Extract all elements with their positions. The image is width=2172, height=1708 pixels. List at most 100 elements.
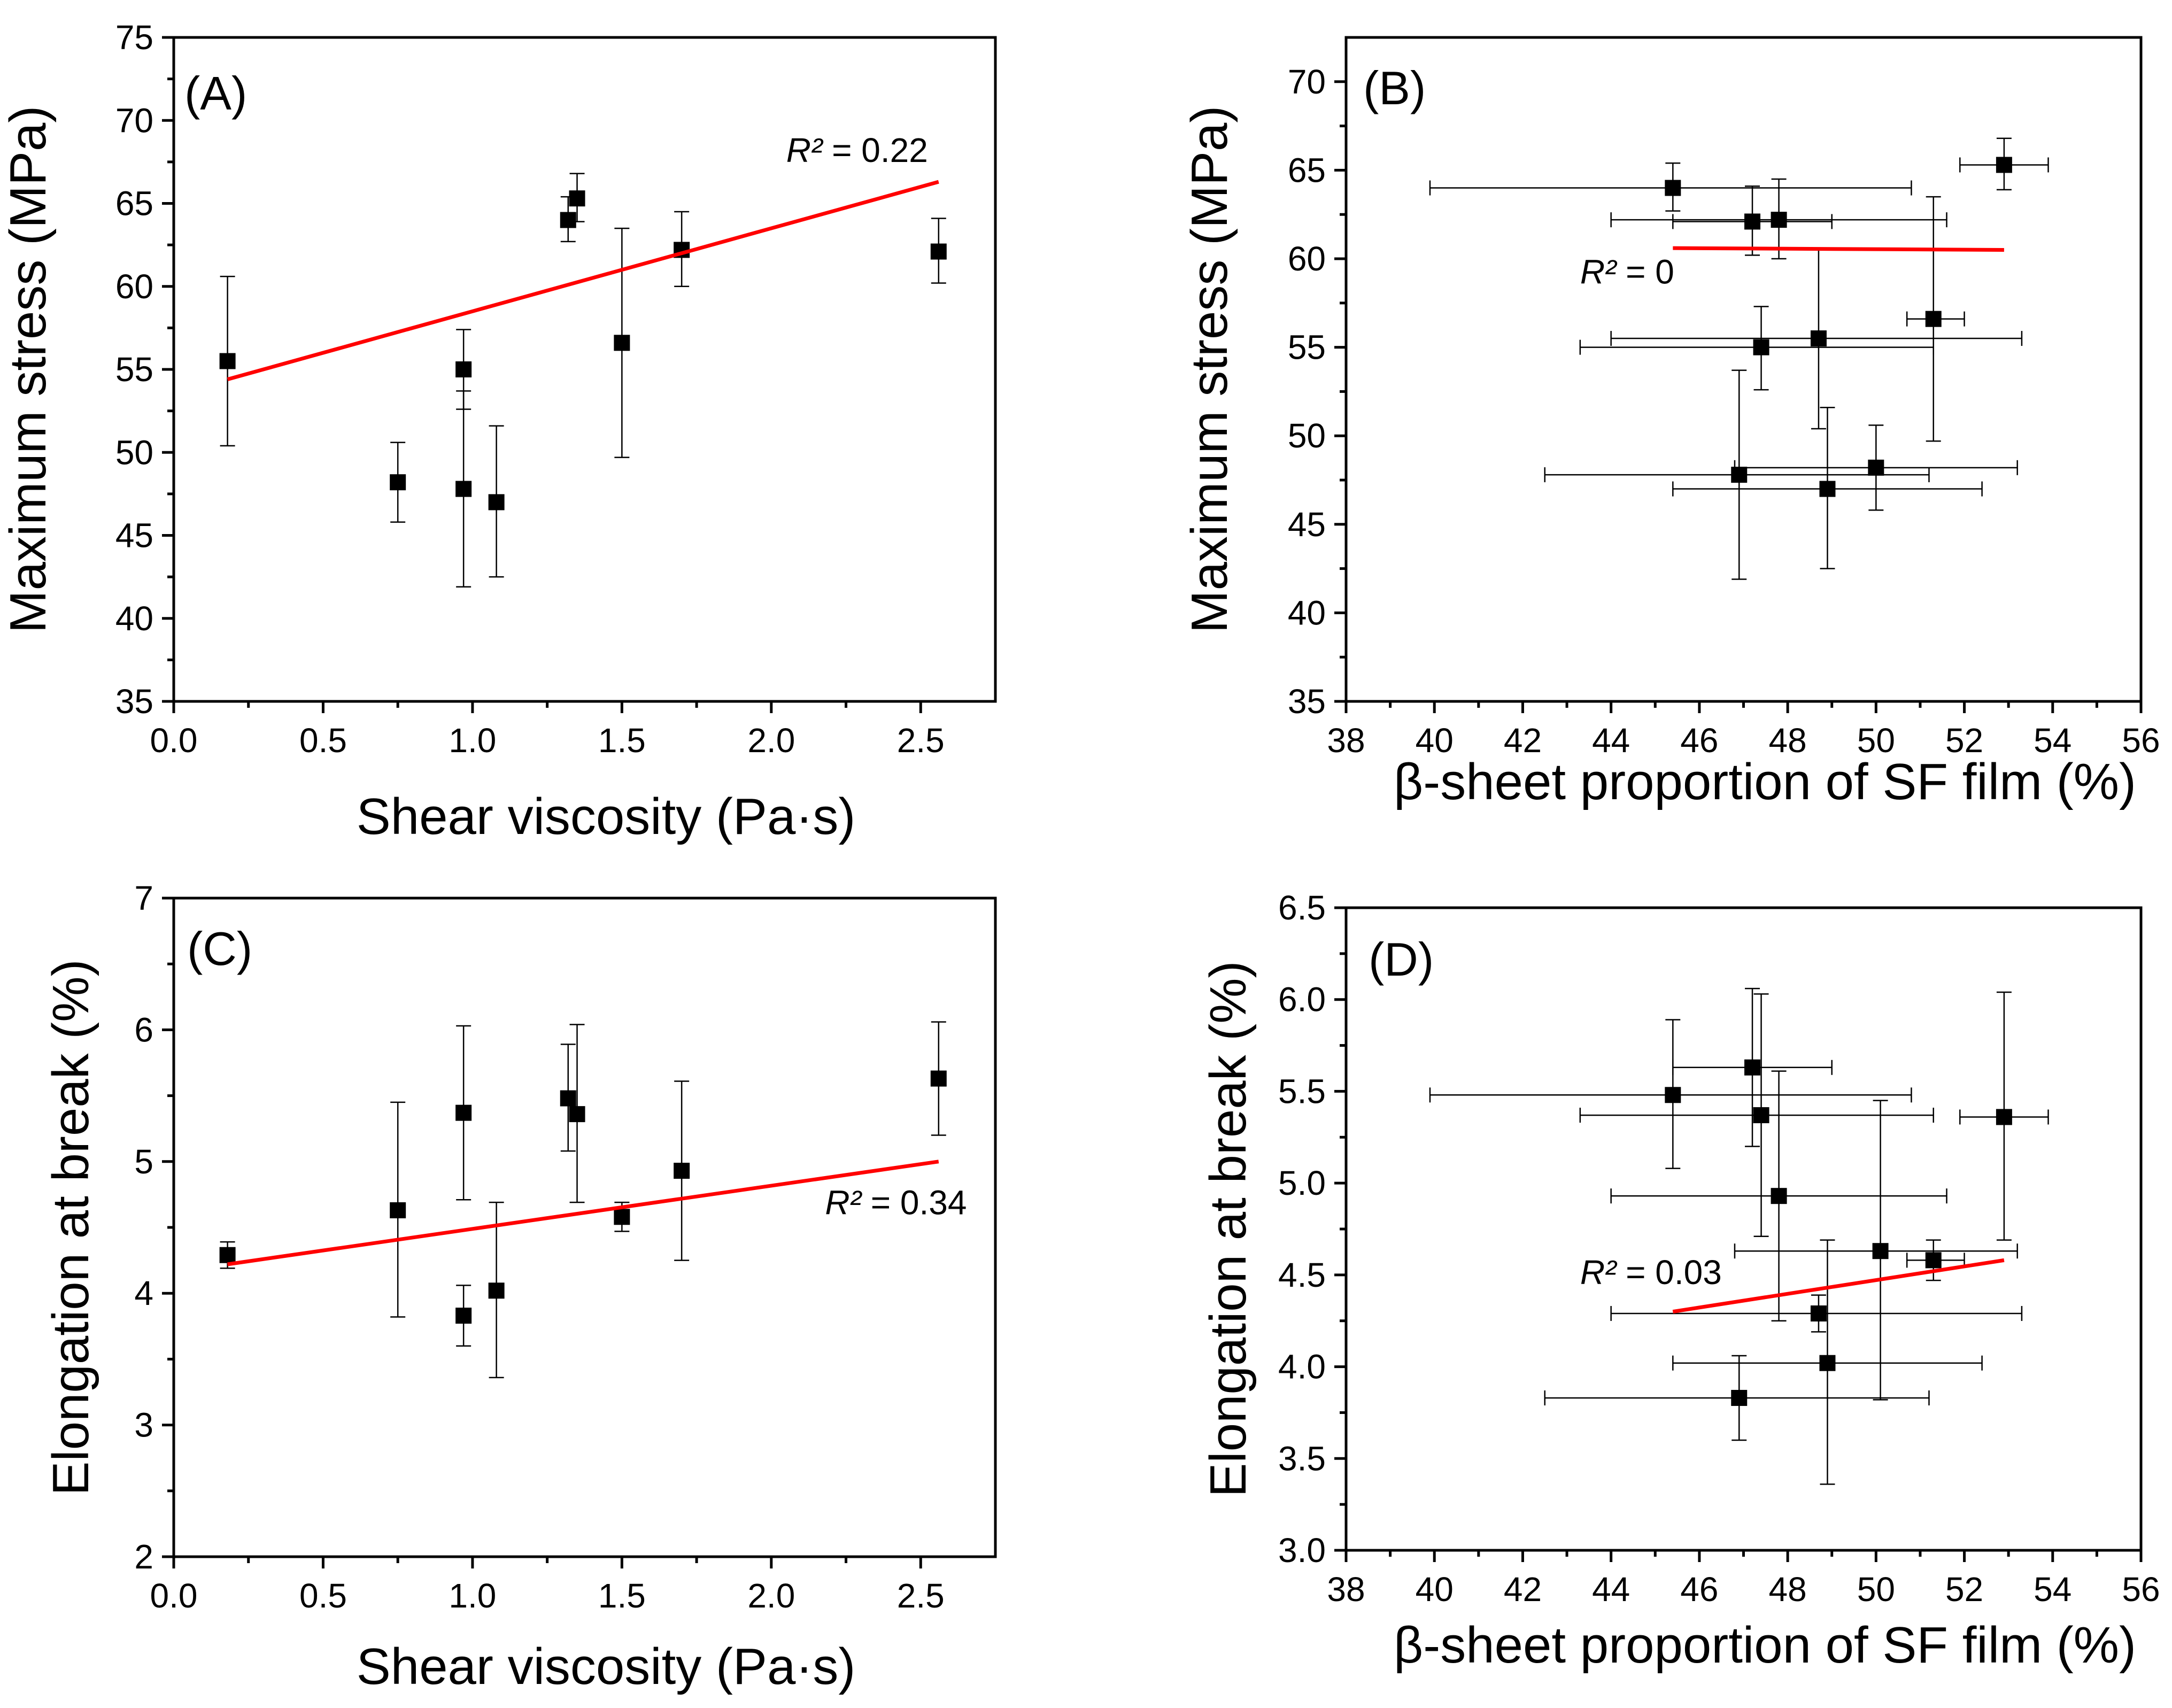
data-marker xyxy=(1744,1059,1761,1076)
r-squared-label: R² = 0 xyxy=(1580,252,1674,291)
x-axis-title: β-sheet proportion of SF film (%) xyxy=(1394,753,2136,810)
y-tick-label: 50 xyxy=(115,433,153,472)
plot-frame xyxy=(1344,906,2143,1552)
data-marker xyxy=(1810,330,1827,347)
y-tick-label: 60 xyxy=(1288,239,1326,278)
data-marker xyxy=(1872,1243,1889,1259)
x-tick-label: 54 xyxy=(2034,721,2071,760)
data-marker xyxy=(1996,1109,2012,1125)
x-tick-label: 46 xyxy=(1680,721,1718,760)
x-tick-label: 2.0 xyxy=(747,721,795,760)
data-point-8 xyxy=(1544,369,1930,580)
y-tick-label: 65 xyxy=(1288,151,1326,189)
y-tick-label: 50 xyxy=(1288,416,1326,455)
chart-panel-4: 38 40 42 44 46 48 50 52 54 56 3.0 3.5 4.0 4.5 5.0 5.5 6.… xyxy=(1200,888,2160,1674)
x-tick-label: 44 xyxy=(1592,721,1630,760)
y-tick-label: 40 xyxy=(115,599,153,638)
y-tick-label: 5.0 xyxy=(1278,1164,1326,1202)
x-tick-label: 42 xyxy=(1504,1570,1542,1609)
y-tick-label: 75 xyxy=(115,18,153,57)
data-marker xyxy=(455,1308,472,1324)
data-point-3 xyxy=(1610,178,1947,260)
data-marker xyxy=(1753,339,1769,355)
y-tick-label: 4.5 xyxy=(1278,1256,1326,1294)
x-axis-title: Shear viscosity (Pa·s) xyxy=(357,1638,856,1695)
data-marker xyxy=(390,1202,406,1218)
data-point-10 xyxy=(1672,406,1983,569)
y-tick-label: 3.5 xyxy=(1278,1439,1326,1478)
x-tick-label: 50 xyxy=(1857,721,1895,760)
data-point-9 xyxy=(1672,1239,1983,1485)
data-marker xyxy=(1996,157,2012,173)
r-squared-symbol: R² xyxy=(786,131,824,169)
data-marker xyxy=(930,243,947,260)
data-point-10 xyxy=(1544,1355,1930,1441)
data-point-5 xyxy=(1906,196,1965,442)
data-marker xyxy=(488,1282,505,1299)
data-marker xyxy=(390,474,406,491)
data-marker xyxy=(219,1247,236,1263)
data-point-6 xyxy=(560,196,576,243)
r-squared-value: = 0.34 xyxy=(861,1183,967,1222)
y-tick-label: 35 xyxy=(115,682,153,721)
x-tick-label: 38 xyxy=(1327,1570,1365,1609)
r-squared-symbol: R² xyxy=(825,1183,862,1222)
y-tick-label: 70 xyxy=(1288,63,1326,101)
x-tick-label: 0.0 xyxy=(150,1576,198,1615)
data-marker xyxy=(614,1209,630,1225)
panel-label: (D) xyxy=(1369,933,1434,986)
data-marker xyxy=(1810,1305,1827,1321)
data-point-4 xyxy=(455,1285,472,1347)
y-tick-label: 7 xyxy=(134,879,153,917)
x-axis-title: β-sheet proportion of SF film (%) xyxy=(1394,1617,2136,1674)
plot-frame xyxy=(172,896,997,1558)
data-marker xyxy=(930,1070,947,1087)
data-point-1 xyxy=(1429,162,1912,212)
x-tick-label: 50 xyxy=(1857,1570,1895,1609)
data-marker xyxy=(488,494,505,511)
data-point-9 xyxy=(674,1080,690,1261)
data-point-4 xyxy=(1959,991,2049,1241)
data-point-6 xyxy=(560,1044,576,1152)
y-tick-label: 6.0 xyxy=(1278,980,1326,1019)
y-tick-label: 70 xyxy=(115,101,153,140)
x-tick-label: 52 xyxy=(1945,721,1983,760)
data-point-9 xyxy=(1734,424,2018,511)
x-tick-label: 1.5 xyxy=(598,721,646,760)
data-marker xyxy=(455,481,472,497)
data-point-1 xyxy=(219,275,236,447)
regression-line xyxy=(227,180,939,382)
data-marker xyxy=(560,212,576,228)
data-point-3 xyxy=(1579,993,1934,1237)
x-tick-label: 56 xyxy=(2122,721,2160,760)
data-point-4 xyxy=(1959,137,2049,191)
x-tick-label: 56 xyxy=(2122,1570,2160,1609)
data-point-2 xyxy=(1672,987,1833,1147)
data-marker xyxy=(1868,459,1884,476)
r-squared-value: = 0.22 xyxy=(822,131,928,169)
data-marker xyxy=(455,361,472,377)
r-squared-label: R² = 0.03 xyxy=(1580,1253,1722,1292)
chart-panel-2: 38 40 42 44 46 48 50 52 54 56 35 40 45 50 55 60 65 70 β-sh… xyxy=(1181,36,2160,810)
data-marker xyxy=(1731,1389,1748,1406)
data-marker xyxy=(1753,1107,1769,1124)
data-point-8 xyxy=(614,227,630,458)
data-marker xyxy=(1744,213,1761,230)
data-marker xyxy=(219,353,236,369)
data-point-6 xyxy=(1734,1100,2018,1401)
x-tick-label: 46 xyxy=(1680,1570,1718,1609)
y-tick-label: 5.5 xyxy=(1278,1072,1326,1110)
data-marker xyxy=(614,335,630,351)
data-marker xyxy=(1925,311,1942,327)
data-point-8 xyxy=(1610,1294,2023,1333)
data-point-7 xyxy=(569,1024,585,1203)
data-point-7 xyxy=(569,173,585,222)
x-tick-label: 0.0 xyxy=(150,721,198,760)
data-marker xyxy=(1925,1252,1942,1269)
y-tick-label: 2 xyxy=(134,1537,153,1576)
data-point-5 xyxy=(488,1201,505,1379)
data-marker xyxy=(1731,467,1748,483)
x-tick-label: 38 xyxy=(1327,721,1365,760)
y-tick-label: 3 xyxy=(134,1406,153,1444)
data-marker xyxy=(1819,481,1836,497)
